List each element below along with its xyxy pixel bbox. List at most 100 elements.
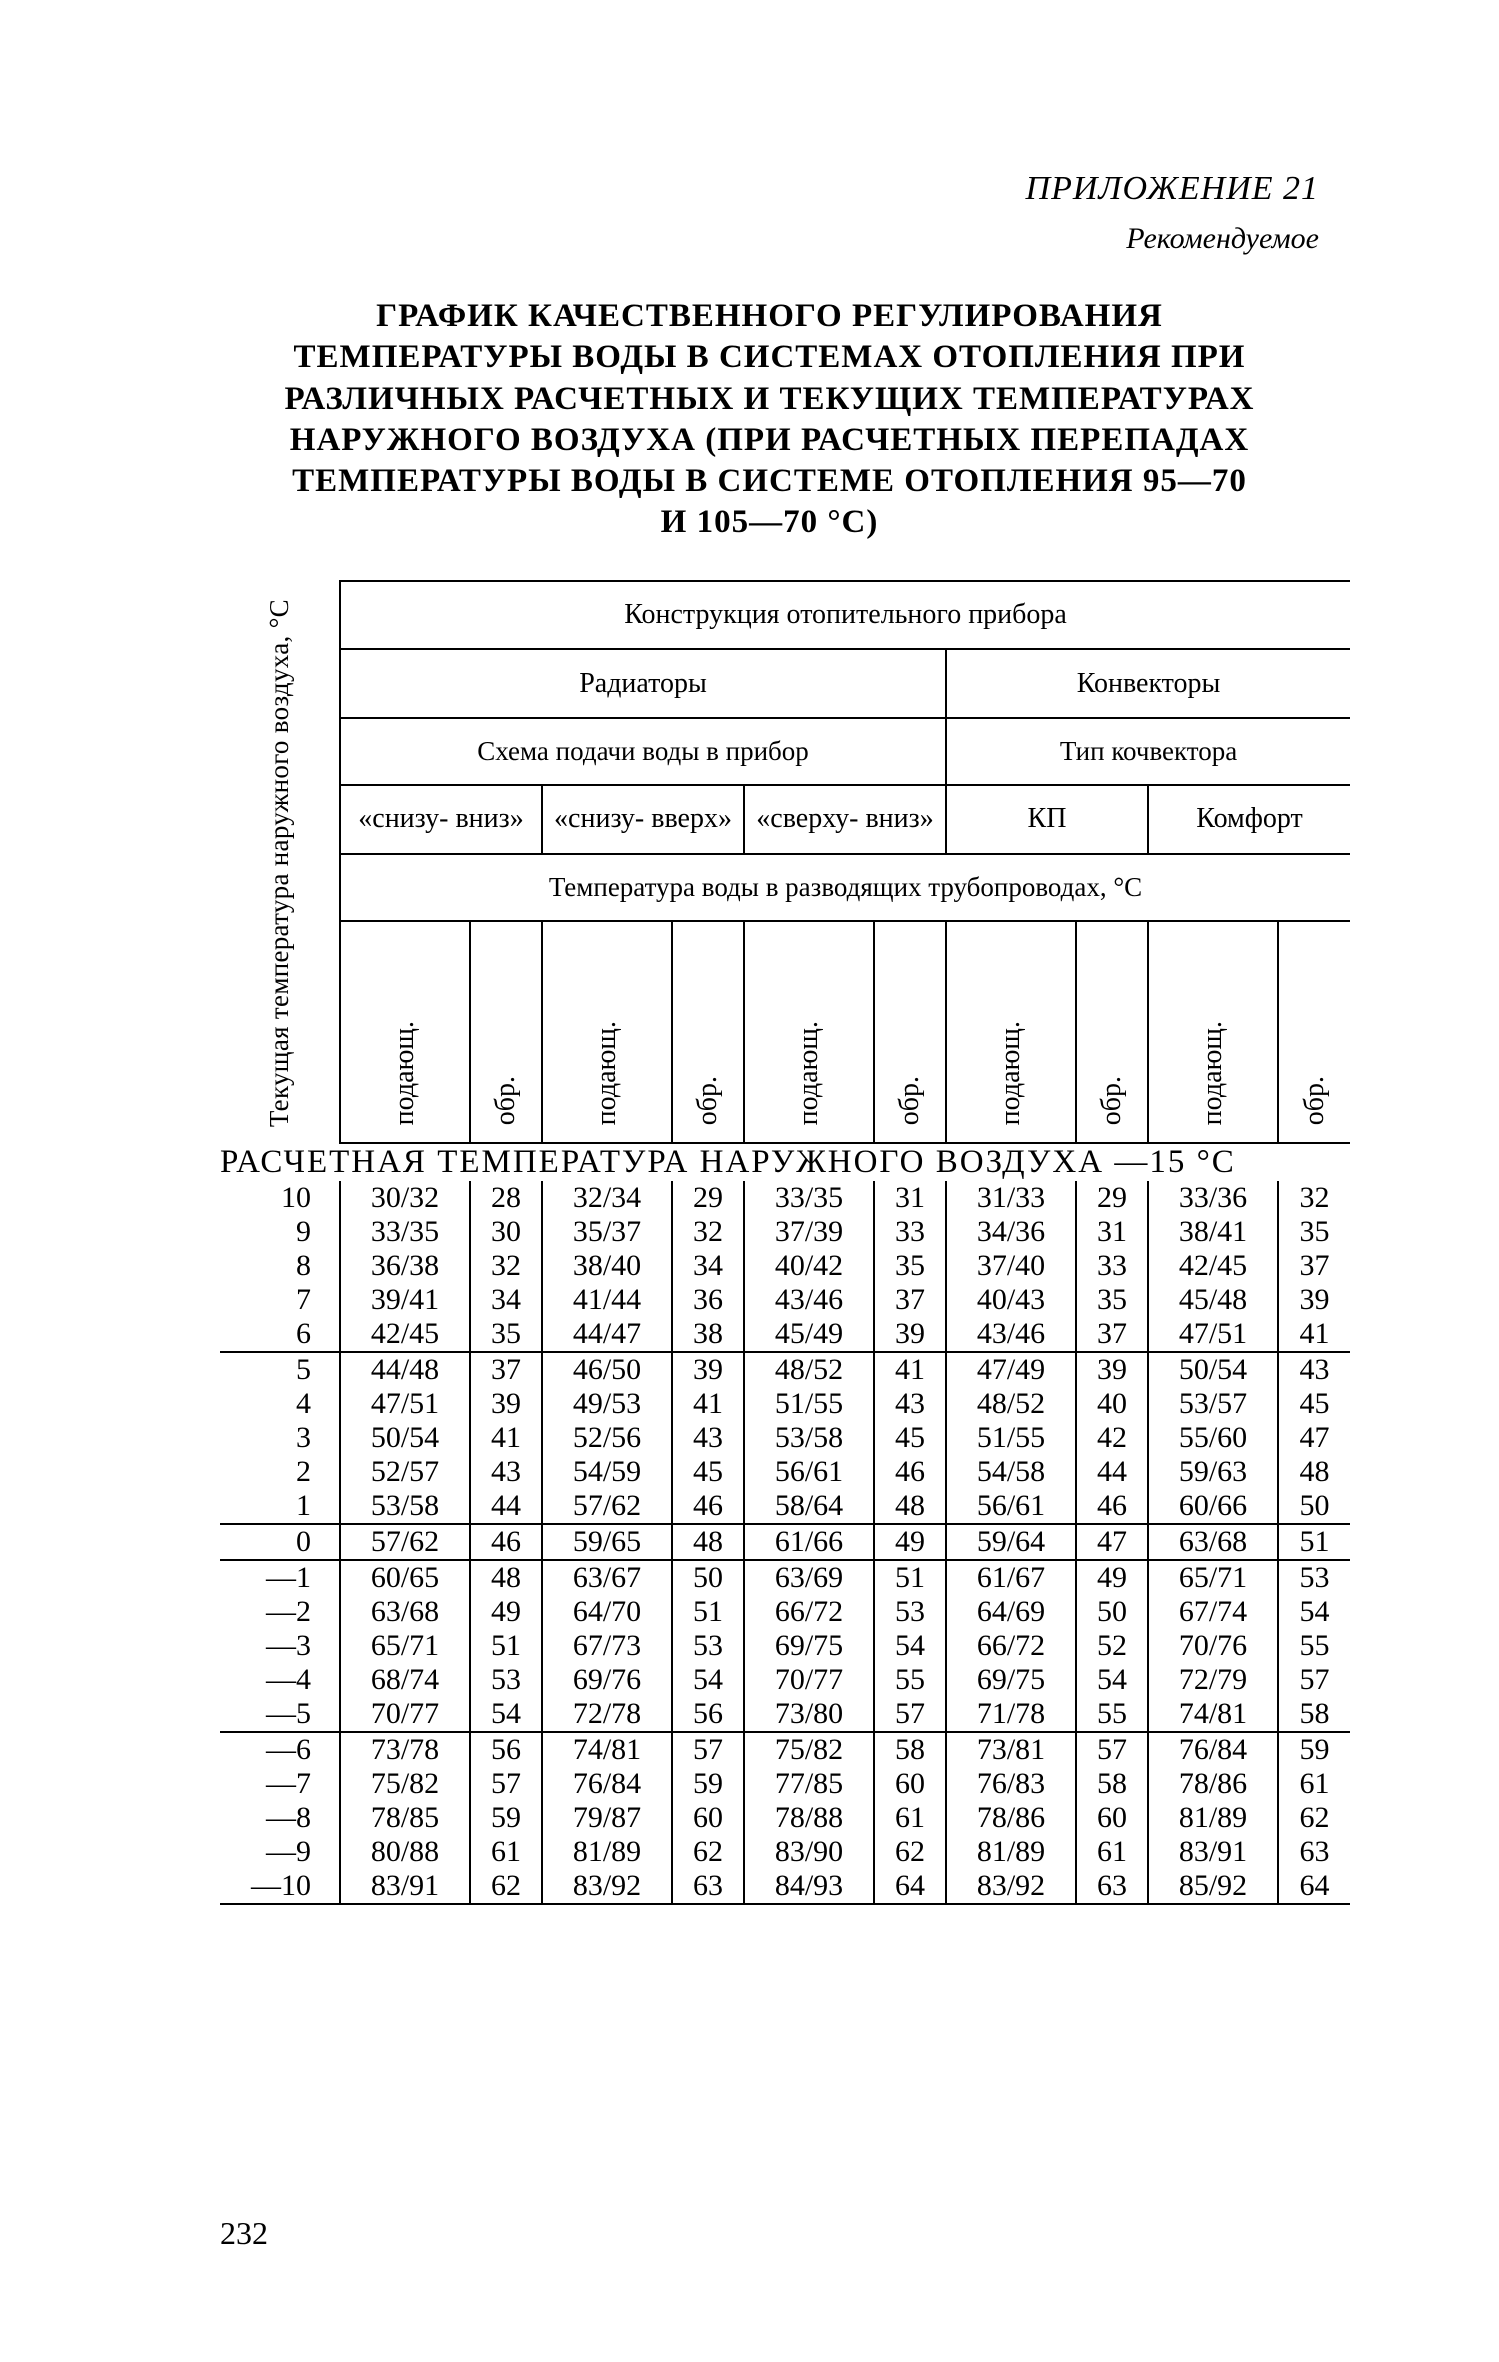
return-cell: 53 [1278,1560,1350,1595]
temp-cell: —3 [220,1629,340,1663]
col-kp: КП [946,785,1148,854]
return-cell: 48 [1278,1455,1350,1489]
supply-cell: 69/75 [946,1663,1076,1697]
supply-cell: 51/55 [946,1421,1076,1455]
return-cell: 54 [672,1663,744,1697]
supply-cell: 40/42 [744,1249,874,1283]
return-cell: 58 [874,1732,946,1767]
return-cell: 59 [672,1767,744,1801]
table-row: —160/654863/675063/695161/674965/7153 [220,1560,1350,1595]
temp-cell: —1 [220,1560,340,1595]
return-cell: 42 [1076,1421,1148,1455]
sub-type: Тип кочвектора [946,718,1350,785]
supply-cell: 73/78 [340,1732,470,1767]
supply-cell: 81/89 [946,1835,1076,1869]
supply-cell: 70/76 [1148,1629,1278,1663]
supply-cell: 33/35 [744,1181,874,1215]
supply-cell: 76/83 [946,1767,1076,1801]
return-cell: 32 [672,1215,744,1249]
group-convectors: Конвекторы [946,649,1350,718]
supply-cell: 57/62 [340,1524,470,1560]
supply-cell: 53/58 [340,1489,470,1524]
return-cell: 53 [672,1629,744,1663]
supply-cell: 52/56 [542,1421,672,1455]
return-cell: 48 [874,1489,946,1524]
return-cell: 53 [874,1595,946,1629]
supply-cell: 81/89 [542,1835,672,1869]
return-cell: 37 [470,1352,542,1387]
return-cell: 37 [1076,1317,1148,1352]
supply-cell: 54/58 [946,1455,1076,1489]
return-cell: 60 [672,1801,744,1835]
document-page: ПРИЛОЖЕНИЕ 21 Рекомендуемое ГРАФИК КАЧЕС… [0,0,1499,2362]
supply-cell: 83/90 [744,1835,874,1869]
side-header-text: Текущая температура наружного воздуха, °… [264,581,295,1135]
return-cell: 51 [1278,1524,1350,1560]
hdr-pod-3: подающ. [744,921,874,1143]
supply-cell: 47/49 [946,1352,1076,1387]
return-cell: 62 [874,1835,946,1869]
return-cell: 41 [874,1352,946,1387]
supply-cell: 63/68 [1148,1524,1278,1560]
return-cell: 43 [874,1387,946,1421]
supply-cell: 45/49 [744,1317,874,1352]
top-header: Конструкция отопительного прибора [340,581,1350,650]
hdr-obr-3: обр. [874,921,946,1143]
return-cell: 56 [470,1732,542,1767]
supply-cell: 83/91 [1148,1835,1278,1869]
return-cell: 35 [470,1317,542,1352]
return-cell: 57 [1076,1732,1148,1767]
supply-cell: 53/57 [1148,1387,1278,1421]
supply-cell: 52/57 [340,1455,470,1489]
sub-scheme: Схема подачи воды в прибор [340,718,946,785]
return-cell: 48 [672,1524,744,1560]
col-sverhu-vniz: «сверху- вниз» [744,785,946,854]
supply-cell: 67/74 [1148,1595,1278,1629]
table-row: 933/353035/373237/393334/363138/4135 [220,1215,1350,1249]
return-cell: 39 [874,1317,946,1352]
supply-cell: 56/61 [744,1455,874,1489]
supply-cell: 75/82 [340,1767,470,1801]
hdr-obr-4: обр. [1076,921,1148,1143]
return-cell: 58 [1076,1767,1148,1801]
return-cell: 47 [1076,1524,1148,1560]
return-cell: 31 [874,1181,946,1215]
return-cell: 58 [1278,1697,1350,1732]
supply-cell: 66/72 [946,1629,1076,1663]
return-cell: 51 [874,1560,946,1595]
table-row: 544/483746/503948/524147/493950/5443 [220,1352,1350,1387]
temp-cell: 1 [220,1489,340,1524]
return-cell: 31 [1076,1215,1148,1249]
table-row: 252/574354/594556/614654/584459/6348 [220,1455,1350,1489]
supply-cell: 32/34 [542,1181,672,1215]
supply-cell: 74/81 [542,1732,672,1767]
return-cell: 50 [1278,1489,1350,1524]
table-row: —775/825776/845977/856076/835878/8661 [220,1767,1350,1801]
col-komfort: Комфорт [1148,785,1350,854]
return-cell: 49 [1076,1560,1148,1595]
return-cell: 43 [1278,1352,1350,1387]
return-cell: 41 [1278,1317,1350,1352]
return-cell: 44 [470,1489,542,1524]
return-cell: 39 [470,1387,542,1421]
supply-cell: 73/80 [744,1697,874,1732]
col-snizu-vverh: «снизу- вверх» [542,785,744,854]
supply-cell: 70/77 [744,1663,874,1697]
return-cell: 54 [470,1697,542,1732]
hdr-pod-5: подающ. [1148,921,1278,1143]
hdr-pod-1: подающ. [340,921,470,1143]
return-cell: 41 [672,1387,744,1421]
temp-cell: 9 [220,1215,340,1249]
supply-cell: 54/59 [542,1455,672,1489]
supply-cell: 42/45 [1148,1249,1278,1283]
return-cell: 35 [1076,1283,1148,1317]
return-cell: 29 [672,1181,744,1215]
temp-cell: 0 [220,1524,340,1560]
supply-cell: 68/74 [340,1663,470,1697]
temp-cell: 8 [220,1249,340,1283]
return-cell: 54 [874,1629,946,1663]
return-cell: 63 [1076,1869,1148,1904]
supply-cell: 47/51 [340,1387,470,1421]
supply-cell: 48/52 [744,1352,874,1387]
supply-cell: 83/91 [340,1869,470,1904]
